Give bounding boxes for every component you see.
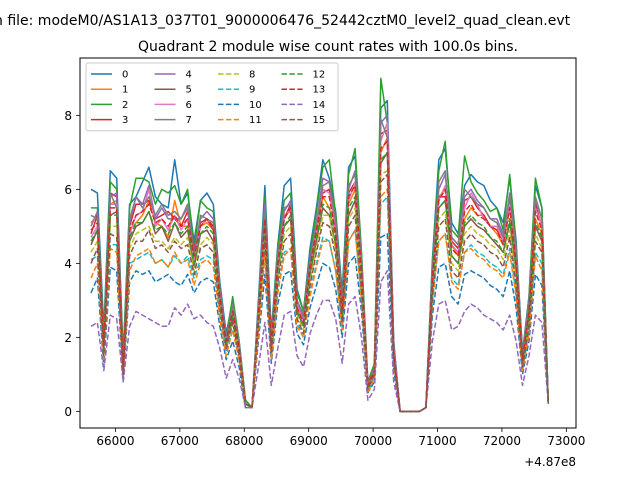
series-line-11 [90,188,550,413]
x-axis-offset-label: +4.87e8 [524,455,576,469]
legend-label: 12 [313,70,326,81]
legend-label: 10 [249,100,262,111]
series-line-15 [90,173,550,413]
series-line-4 [90,114,550,413]
plot-area [79,57,577,429]
series-line-7 [90,118,550,413]
series-line-5 [90,151,550,413]
series-line-2 [91,77,550,413]
legend-label: 4 [186,70,192,81]
plot-frame [79,57,577,429]
series-line-3 [90,129,550,413]
legend-label: 7 [186,115,192,126]
series-layer [90,77,550,413]
legend-label: 8 [249,70,255,81]
x-tick-label: 68000 [225,434,263,448]
x-tick-label: 71000 [418,434,456,448]
y-tick-label: 8 [64,109,72,123]
x-tick-label: 67000 [161,434,199,448]
series-line-6 [90,122,550,413]
series-line-10 [90,233,550,413]
series-line-12 [90,151,550,413]
x-tick-label: 69000 [290,434,328,448]
legend-label: 11 [249,115,262,126]
y-tick-label: 0 [64,405,72,419]
legend-label: 13 [313,85,326,96]
x-axis: 66000 67000 68000 69000 70000 71000 72000 73000 [96,428,585,448]
legend-label: 1 [122,85,128,96]
legend-label: 0 [122,70,128,81]
legend-label: 5 [186,85,192,96]
y-tick-label: 4 [64,257,72,271]
y-tick-label: 2 [64,331,72,345]
series-line-13 [90,140,550,413]
legend-label: 2 [122,100,128,111]
chart-title: Quadrant 2 module wise count rates with … [138,39,518,55]
legend-label: 9 [249,85,255,96]
legend-label: 6 [186,100,192,111]
figure-suptitle: n file: modeM0/AS1A13_037T01_9000006476_… [0,13,571,29]
series-line-14 [90,270,550,413]
legend-label: 15 [313,115,326,126]
legend-label: 14 [313,100,326,111]
legend-label: 3 [122,115,128,126]
series-line-9 [90,196,550,413]
x-tick-label: 70000 [354,434,392,448]
y-tick-label: 6 [64,183,72,197]
legend-box [85,62,339,132]
series-line-0 [90,99,550,413]
series-line-1 [90,136,550,413]
y-axis: 0 2 4 6 8 [64,109,80,419]
x-tick-label: 73000 [547,434,585,448]
x-tick-label: 66000 [96,434,134,448]
x-tick-label: 72000 [483,434,521,448]
